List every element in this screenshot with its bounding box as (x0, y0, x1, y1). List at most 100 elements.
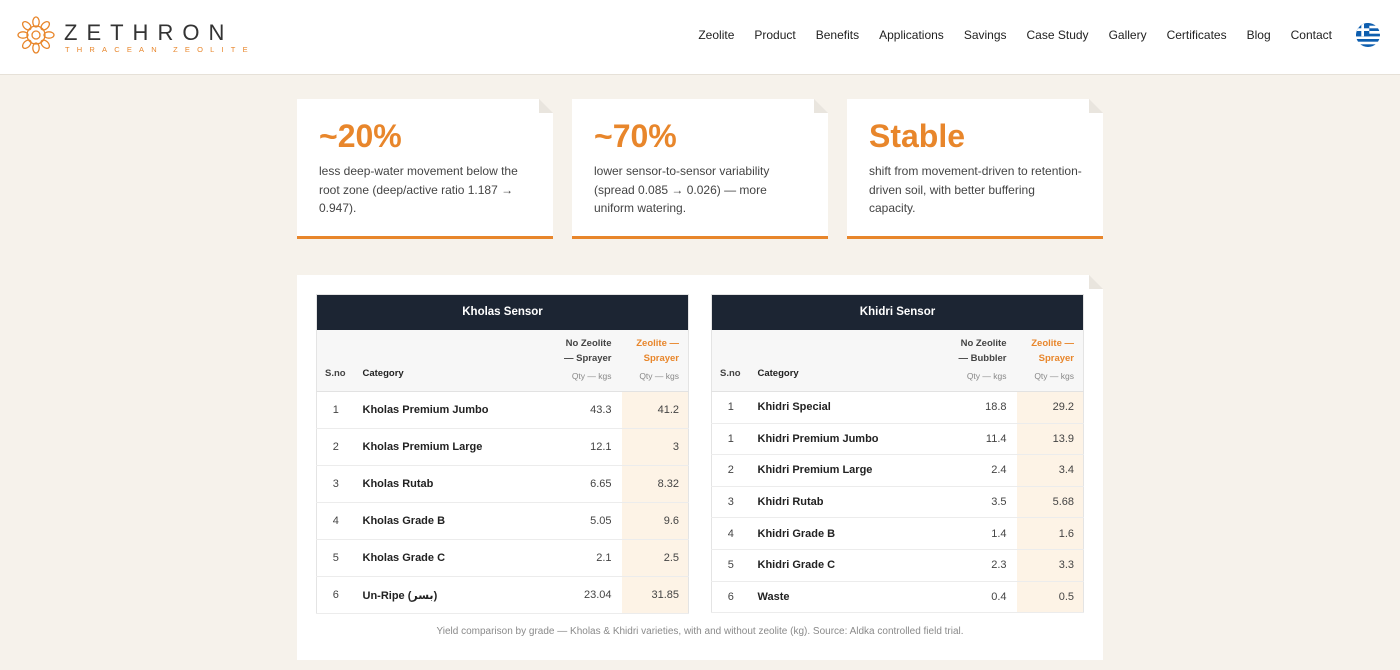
logo-icon (17, 16, 55, 54)
table-row: 4 Kholas Grade B 5.05 9.6 (316, 502, 689, 540)
logo-tagline: THRACEAN ZEOLITE (65, 45, 255, 54)
nav-link[interactable]: Benefits (815, 28, 860, 42)
column-unit: Qty — kgs (966, 371, 1007, 381)
nav-link[interactable]: Contact (1290, 28, 1332, 42)
table-row: 5 Kholas Grade C 2.1 2.5 (316, 539, 689, 577)
table-cell: 1 (711, 391, 750, 424)
data-table: Kholas Sensor S.no Category No Zeolite — Sp… (316, 294, 689, 614)
nav-link[interactable]: Case Study (1026, 28, 1089, 42)
nav-link[interactable]: Zeolite (698, 28, 735, 42)
table-cell: 1 (711, 423, 750, 456)
table-cell: Khidri Rutab (749, 486, 922, 519)
table-row: 2 Kholas Premium Large 12.1 3 (316, 428, 689, 466)
yield-panel: Yield comparison by grade — Kholas & Khi… (297, 275, 1103, 660)
column-header: No Zeolite — Bubbler Qty — kgs (921, 329, 1017, 392)
table-cell: 18.8 (921, 391, 1017, 424)
nav-link[interactable]: Savings (963, 28, 1007, 42)
table-cell: 8.32 (621, 465, 689, 503)
table-cell: 5.68 (1016, 486, 1084, 519)
column-header: Zeolite — Sprayer Qty — kgs (621, 329, 689, 392)
table-cell: Khidri Premium Jumbo (749, 423, 922, 456)
stat-card: ~20% less deep-water movement below the r… (297, 99, 553, 239)
column-label: No Zeolite — Bubbler (958, 338, 1007, 364)
column-header-row: S.no Category No Zeolite — Sprayer Qty — kg… (316, 329, 689, 392)
table-cell: 9.6 (621, 502, 689, 540)
table-title: Khidri Sensor (711, 294, 1084, 330)
stat-value: Stable (869, 118, 966, 154)
table-cell: Khidri Grade B (749, 517, 922, 550)
table-cell: 0.4 (921, 581, 1017, 614)
table-cell: Un-Ripe (بسر) (354, 576, 527, 614)
table-cell: 3 (621, 428, 689, 466)
table-cell: 2.1 (526, 539, 622, 577)
table-cell: 12.1 (526, 428, 622, 466)
table-cell: 2 (316, 428, 355, 466)
table-cell: Kholas Premium Jumbo (354, 391, 527, 429)
column-header: No Zeolite — Sprayer Qty — kgs (526, 329, 622, 392)
table-cell: 2.3 (921, 549, 1017, 582)
table-row: 1 Kholas Premium Jumbo 43.3 41.2 (316, 391, 689, 429)
nav-link[interactable]: Gallery (1108, 28, 1147, 42)
table-row: 3 Kholas Rutab 6.65 8.32 (316, 465, 689, 503)
stat-text: lower sensor-to-sensor variability (spre… (594, 164, 770, 215)
table-cell: Kholas Grade C (354, 539, 527, 577)
column-label: S.no (325, 368, 346, 379)
table-title-row: Kholas Sensor (316, 294, 689, 330)
nav-link[interactable]: Applications (879, 28, 944, 42)
table-cell: Khidri Grade C (749, 549, 922, 582)
table-cell: 4 (316, 502, 355, 540)
column-header: Category (749, 329, 922, 392)
table-cell: Khidri Special (749, 391, 922, 424)
table-cell: 4 (711, 517, 750, 550)
column-label: Zeolite — Sprayer (1031, 338, 1074, 364)
stat-text: less deep-water movement below the root … (319, 164, 518, 215)
column-label: No Zeolite — Sprayer (563, 338, 612, 364)
logo-name: ZETHRON (64, 20, 234, 45)
stat-value: ~20% (319, 118, 402, 154)
table-cell: 3.4 (1016, 454, 1084, 487)
nav-link[interactable]: Blog (1246, 28, 1271, 42)
data-table: Khidri Sensor S.no Category No Zeolite — Bu… (711, 294, 1084, 614)
table-row: 1 Khidri Premium Jumbo 11.4 13.9 (711, 423, 1084, 456)
table-cell: Kholas Grade B (354, 502, 527, 540)
table-cell: 2 (711, 454, 750, 487)
table-row: 6 Un-Ripe (بسر) 23.04 31.85 (316, 576, 689, 614)
table-row: 6 Waste 0.4 0.5 (711, 581, 1084, 614)
table-cell: 1 (316, 391, 355, 429)
column-label: S.no (720, 368, 741, 379)
column-header: Category (354, 329, 527, 392)
stat-value: ~70% (594, 118, 677, 154)
table-row: 1 Khidri Special 18.8 29.2 (711, 391, 1084, 424)
column-header-row: S.no Category No Zeolite — Bubbler Qty — kg… (711, 329, 1084, 392)
table-cell: Kholas Rutab (354, 465, 527, 503)
table-cell: 0.5 (1016, 581, 1084, 614)
stat-card: Stable shift from movement-driven to rete… (847, 99, 1103, 239)
table-row: 4 Khidri Grade B 1.4 1.6 (711, 517, 1084, 550)
table-cell: 13.9 (1016, 423, 1084, 456)
nav-link[interactable]: Product (754, 28, 796, 42)
table-cell: 6 (316, 576, 355, 614)
table-cell: 5 (316, 539, 355, 577)
table-cell: 3.5 (921, 486, 1017, 519)
column-unit: Qty — kgs (571, 371, 612, 381)
table-cell: 1.4 (921, 517, 1017, 550)
table-title: Kholas Sensor (316, 294, 689, 330)
language-flag[interactable] (1356, 23, 1380, 47)
stat-card: ~70% lower sensor-to-sensor variability (… (572, 99, 828, 239)
stat-text: shift from movement-driven to retention-… (869, 164, 1082, 215)
table-cell: 1.6 (1016, 517, 1084, 550)
table-cell: 5.05 (526, 502, 622, 540)
table-cell: Khidri Premium Large (749, 454, 922, 487)
table-cell: Kholas Premium Large (354, 428, 527, 466)
table-cell: 41.2 (621, 391, 689, 429)
table-row: 3 Khidri Rutab 3.5 5.68 (711, 486, 1084, 519)
table-title-row: Khidri Sensor (711, 294, 1084, 330)
nav-link[interactable]: Certificates (1166, 28, 1227, 42)
column-unit: Qty — kgs (639, 371, 679, 381)
column-label: Category (757, 368, 799, 379)
column-header: S.no (711, 329, 750, 392)
column-header: S.no (316, 329, 355, 392)
table-cell: 2.5 (621, 539, 689, 577)
table-cell: 3 (316, 465, 355, 503)
